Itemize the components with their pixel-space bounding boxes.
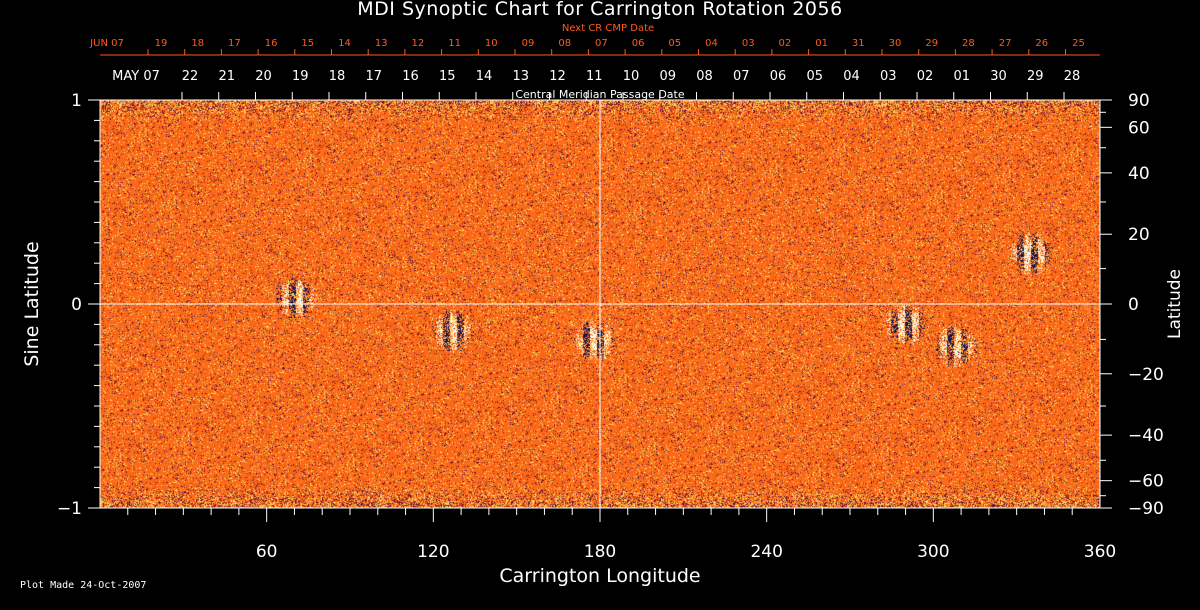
cmp-date-label: 18 [329,69,346,84]
next-cr-date-label: 29 [925,38,938,49]
next-cr-date-label: 04 [705,38,718,49]
latitude-tick-label: −20 [1128,365,1164,385]
next-cr-date-label: 17 [228,38,241,49]
cmp-date-label: 14 [476,69,493,84]
next-cr-date-label: 06 [632,38,645,49]
next-cr-date-label: 31 [852,38,865,49]
next-cr-date-label: 19 [155,38,168,49]
cmp-date-label: 17 [365,69,382,84]
cmp-date-label: 09 [659,69,676,84]
cmp-date-label: 01 [953,69,970,84]
next-cr-date-label: 07 [595,38,608,49]
next-cr-date-label: 28 [962,38,975,49]
next-cr-axis-label: Next CR CMP Date [562,23,654,34]
next-cr-date-label: 30 [889,38,902,49]
y-tick-label: 0 [71,295,82,315]
next-cr-date-label: 02 [779,38,792,49]
cmp-date-label: 02 [917,69,934,84]
y-tick-label: 1 [71,91,82,111]
cmp-date-label: 12 [549,69,566,84]
next-cr-date-label: 25 [1072,38,1085,49]
next-cr-date-label: 27 [999,38,1012,49]
cmp-date-label: 10 [623,69,640,84]
next-cr-date-label: 03 [742,38,755,49]
cmp-date-label: 03 [880,69,897,84]
latitude-tick-label: −40 [1128,426,1164,446]
next-cr-date-label: 15 [301,38,314,49]
cmp-date-label: 22 [182,69,199,84]
cmp-date-label: 07 [733,69,750,84]
next-cr-date-label: 09 [522,38,535,49]
cmp-date-label: 05 [806,69,823,84]
cmp-date-label: 13 [512,69,529,84]
next-cr-date-label: 14 [338,38,351,49]
x-tick-label: 180 [584,542,616,562]
cmp-date-label: 28 [1064,69,1081,84]
latitude-tick-label: −90 [1128,499,1164,519]
latitude-axis-label: Latitude [1165,269,1185,339]
y-axis-label: Sine Latitude [21,241,43,366]
next-cr-date-label: 11 [448,38,461,49]
cmp-date-label: 08 [696,69,713,84]
next-cr-date-label: 18 [191,38,204,49]
cmp-date-label: 20 [255,69,272,84]
next-cr-date-label: 16 [265,38,278,49]
next-cr-date-label: 05 [668,38,681,49]
next-cr-date-label: 12 [412,38,425,49]
latitude-tick-label: 20 [1128,225,1150,245]
next-cr-date-label: 01 [815,38,828,49]
cmp-date-label: 06 [770,69,787,84]
next-cr-date-label: 08 [558,38,571,49]
x-tick-label: 300 [917,542,949,562]
next-cr-date-label: 26 [1035,38,1048,49]
cmp-date-label: 15 [439,69,456,84]
x-tick-label: 120 [417,542,449,562]
y-tick-label: −1 [57,499,82,519]
latitude-tick-label: 40 [1128,164,1150,184]
next-cr-date-label: 13 [375,38,388,49]
cmp-axis-label: Central Meridian Passage Date [515,88,684,101]
x-tick-label: 360 [1084,542,1116,562]
next-cr-date-label: 10 [485,38,498,49]
cmp-date-label: 04 [843,69,860,84]
cmp-date-label: 16 [402,69,419,84]
x-tick-label: 60 [256,542,278,562]
chart-title: MDI Synoptic Chart for Carrington Rotati… [357,0,843,20]
latitude-tick-label: −60 [1128,472,1164,492]
x-axis-label: Carrington Longitude [499,565,700,587]
plot-made-note: Plot Made 24-Oct-2007 [20,580,147,591]
cmp-date-label: 21 [218,69,235,84]
cmp-date-label: MAY 07 [112,69,160,84]
latitude-tick-label: 60 [1128,118,1150,138]
cmp-date-label: 29 [1027,69,1044,84]
cmp-date-label: 19 [292,69,309,84]
x-tick-label: 240 [750,542,782,562]
latitude-tick-label: 90 [1128,91,1150,111]
latitude-tick-label: 0 [1128,295,1139,315]
next-cr-date-label: JUN 07 [89,38,124,49]
cmp-date-label: 30 [990,69,1007,84]
cmp-date-label: 11 [586,69,603,84]
